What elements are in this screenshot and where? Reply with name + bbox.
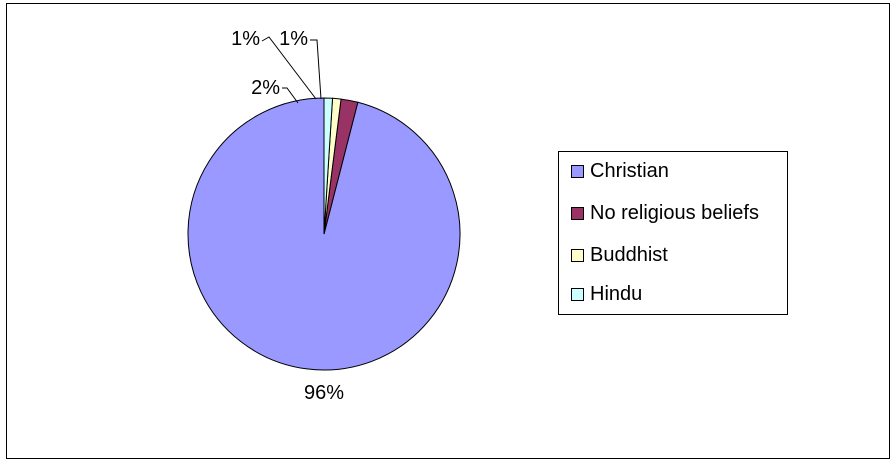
legend-label-christian: Christian [590, 159, 669, 182]
pie-slice-hindu [323, 97, 334, 235]
legend-item-no-religious-beliefs: No religious beliefs [571, 201, 759, 225]
chart-area: 96% 2% 1% 1% Christian No religious beliefs… [6, 3, 890, 459]
percent-label-christian: 96% [304, 382, 344, 404]
pie-chart: 96% 2% 1% 1% [187, 28, 461, 404]
legend-item-buddhist: Buddhist [571, 243, 668, 267]
percent-label-no-religious-beliefs: 2% [251, 77, 280, 99]
legend-swatch-buddhist [571, 248, 584, 262]
pie-slices [187, 97, 461, 371]
leader-line-buddhist [261, 36, 317, 100]
leader-line-no-religious-beliefs [282, 87, 299, 104]
legend: Christian No religious beliefs Buddhist … [558, 151, 788, 315]
legend-label-hindu: Hindu [590, 282, 643, 305]
leader-line-hindu [310, 39, 322, 100]
legend-swatch-christian [571, 164, 584, 178]
legend-label-buddhist: Buddhist [590, 243, 668, 266]
legend-item-hindu: Hindu [571, 282, 642, 306]
legend-item-christian: Christian [571, 159, 669, 183]
percent-labels: 96% 2% 1% 1% [231, 28, 344, 404]
percent-label-hindu: 1% [279, 28, 308, 50]
legend-swatch-hindu [571, 287, 584, 301]
leader-lines [261, 36, 322, 104]
legend-label-no-religious-beliefs: No religious beliefs [590, 201, 759, 224]
percent-label-buddhist: 1% [231, 28, 260, 50]
legend-swatch-no-religious-beliefs [571, 206, 584, 220]
